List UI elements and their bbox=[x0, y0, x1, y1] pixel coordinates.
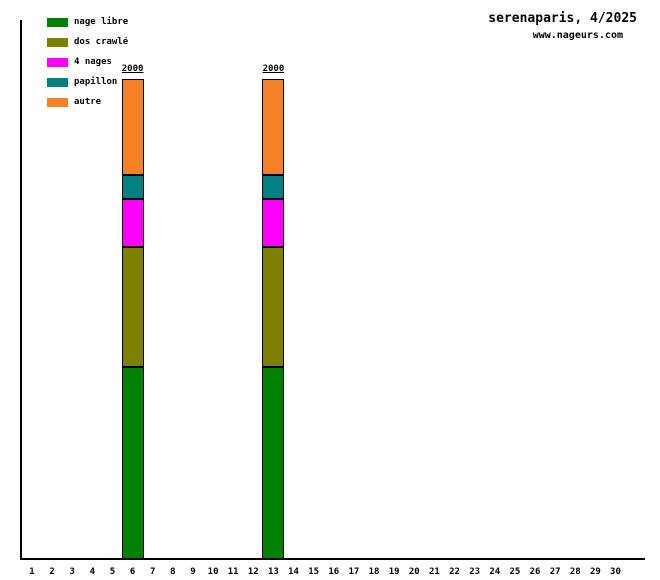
legend-label: nage libre bbox=[74, 16, 129, 27]
y-axis-line bbox=[20, 20, 22, 560]
x-tick-label-6: 6 bbox=[129, 567, 136, 577]
x-tick-label-24: 24 bbox=[489, 567, 501, 577]
bar-segment-4-nages bbox=[121, 199, 144, 247]
bar-segment-dos-crawlé bbox=[121, 247, 144, 367]
x-tick-label-9: 9 bbox=[190, 567, 196, 577]
website-text: www.nageurs.com bbox=[532, 30, 623, 41]
x-tick-label-15: 15 bbox=[308, 567, 320, 577]
x-tick-label-30: 30 bbox=[610, 567, 621, 577]
x-tick-label-27: 27 bbox=[549, 567, 561, 577]
legend-item: 4 nages bbox=[47, 56, 112, 68]
x-tick-label-7: 7 bbox=[150, 567, 156, 577]
legend-label: autre bbox=[74, 96, 102, 107]
legend-item: nage libre bbox=[47, 16, 128, 28]
legend-swatch bbox=[47, 37, 68, 47]
bar-segment-autre bbox=[121, 79, 144, 175]
legend-swatch bbox=[47, 97, 68, 107]
x-tick-label-5: 5 bbox=[109, 567, 116, 577]
bar-segment-nage-libre bbox=[121, 367, 144, 559]
legend-swatch bbox=[47, 17, 68, 27]
x-tick-label-18: 18 bbox=[368, 567, 380, 577]
x-tick-label-25: 25 bbox=[509, 567, 521, 577]
x-tick-label-14: 14 bbox=[288, 567, 299, 577]
stacked-bar-day-6 bbox=[121, 79, 144, 559]
bar-segment-nage-libre bbox=[262, 367, 285, 559]
x-tick-label-4: 4 bbox=[89, 567, 96, 577]
stacked-bar-day-13 bbox=[262, 79, 285, 559]
bar-segment-autre bbox=[262, 79, 285, 175]
x-tick-label-1: 1 bbox=[29, 567, 35, 577]
x-tick-label-19: 19 bbox=[388, 567, 400, 577]
bar-total-label: 2000 bbox=[262, 64, 285, 74]
x-tick-label-29: 29 bbox=[589, 567, 601, 577]
legend-swatch bbox=[47, 57, 68, 67]
x-tick-label-16: 16 bbox=[328, 567, 340, 577]
x-axis-line bbox=[20, 558, 645, 560]
x-tick-label-23: 23 bbox=[469, 567, 481, 577]
x-tick-label-17: 17 bbox=[348, 567, 360, 577]
legend-swatch bbox=[47, 77, 68, 87]
x-tick-label-28: 28 bbox=[569, 567, 581, 577]
bar-total-label: 2000 bbox=[121, 64, 144, 74]
x-tick-label-20: 20 bbox=[408, 567, 420, 577]
legend-item: dos crawlé bbox=[47, 36, 128, 48]
x-tick-label-3: 3 bbox=[69, 567, 75, 577]
x-tick-label-11: 11 bbox=[227, 567, 239, 577]
x-tick-label-8: 8 bbox=[170, 567, 176, 577]
x-tick-label-26: 26 bbox=[529, 567, 541, 577]
x-tick-label-10: 10 bbox=[207, 567, 219, 577]
x-tick-label-2: 2 bbox=[49, 567, 55, 577]
bar-segment-papillon bbox=[262, 175, 285, 199]
legend-label: dos crawlé bbox=[74, 36, 129, 47]
x-tick-label-12: 12 bbox=[247, 567, 259, 577]
legend-label: papillon bbox=[74, 76, 118, 87]
x-tick-label-21: 21 bbox=[428, 567, 440, 577]
bar-segment-4-nages bbox=[262, 199, 285, 247]
bar-segment-papillon bbox=[121, 175, 144, 199]
bar-segment-dos-crawlé bbox=[262, 247, 285, 367]
legend-label: 4 nages bbox=[74, 56, 112, 67]
legend-item: papillon bbox=[47, 76, 117, 88]
x-tick-label-13: 13 bbox=[268, 567, 279, 577]
chart-title: serenaparis, 4/2025 bbox=[488, 11, 637, 26]
x-tick-label-22: 22 bbox=[449, 567, 460, 577]
legend-item: autre bbox=[47, 96, 101, 108]
